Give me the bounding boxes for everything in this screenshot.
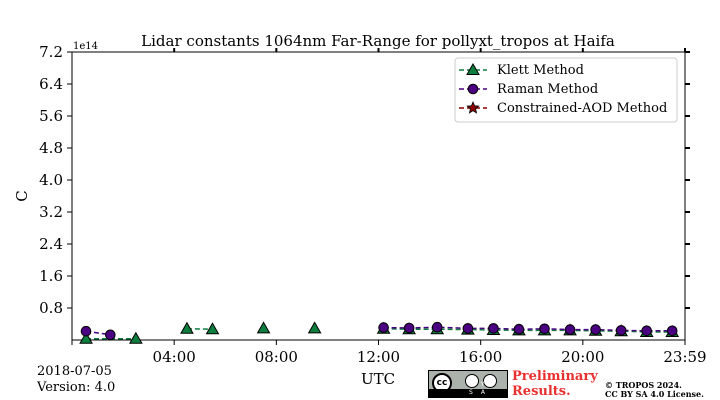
legend: Klett Method Raman Method Constrained-AOD … xyxy=(454,57,678,123)
legend-label: Constrained-AOD Method xyxy=(497,101,667,116)
data-point xyxy=(431,321,443,333)
data-point xyxy=(79,331,93,344)
x-axis-label: UTC xyxy=(361,370,395,388)
license-badge: cc BY SA xyxy=(428,370,508,398)
preliminary-line-2: Results. xyxy=(512,384,571,399)
legend-label: Raman Method xyxy=(497,82,598,97)
y-tick-label: 7.2 xyxy=(39,43,63,61)
copyright: © TROPOS 2024. CC BY SA 4.0 License. xyxy=(605,381,704,399)
data-point xyxy=(307,321,322,334)
date-label: 2018-07-05 xyxy=(37,364,112,379)
copyright-line-2: CC BY SA 4.0 License. xyxy=(605,389,704,399)
license-strip-text: BY SA xyxy=(469,381,494,396)
legend-marker xyxy=(467,83,479,95)
data-point xyxy=(539,323,550,335)
data-point xyxy=(462,323,474,334)
data-point xyxy=(590,324,601,335)
y-tick-label: 4.0 xyxy=(39,171,63,189)
sa-share-alike-icon xyxy=(483,374,497,388)
y-tick-label: 6.4 xyxy=(39,75,63,93)
x-tick-label: 23:59 xyxy=(663,348,706,366)
legend-label: Klett Method xyxy=(497,63,584,78)
data-point xyxy=(378,322,389,333)
data-point xyxy=(128,331,143,344)
y-tick-label: 1.6 xyxy=(39,267,63,285)
data-point xyxy=(641,325,652,337)
preliminary-notice: Preliminary Results. xyxy=(512,369,598,399)
y-tick-label: 2.4 xyxy=(39,235,63,253)
data-point xyxy=(488,323,499,334)
legend-marker xyxy=(466,62,480,75)
data-point xyxy=(180,321,194,334)
chart-title: Lidar constants 1064nm Far-Range for pol… xyxy=(141,32,615,50)
x-tick-label: 12:00 xyxy=(357,348,400,366)
legend-marker xyxy=(466,100,480,114)
data-point xyxy=(666,325,678,337)
data-point xyxy=(256,321,271,334)
y-tick-label: 0.8 xyxy=(39,299,63,317)
data-point xyxy=(513,323,525,335)
axes: 0.8 1.6 2.4 3.2 4.0 4.8 5.6 6.4 7.2 04:00 08:00 12:… xyxy=(39,43,706,366)
y-offset-label: 1e14 xyxy=(73,41,98,52)
data-point xyxy=(105,329,116,341)
data-point xyxy=(615,325,627,336)
version-label: Version: 4.0 xyxy=(37,380,116,395)
data-point xyxy=(205,322,220,335)
data-point xyxy=(564,324,576,335)
preliminary-line-1: Preliminary xyxy=(512,369,598,384)
y-tick-label: 5.6 xyxy=(39,107,63,125)
y-axis-label: C xyxy=(13,190,31,201)
x-tick-label: 08:00 xyxy=(255,348,298,366)
data-point xyxy=(403,322,415,334)
license-strip xyxy=(429,389,507,397)
x-tick-label: 04:00 xyxy=(153,348,196,366)
series-circle xyxy=(80,321,678,341)
legend-box xyxy=(454,57,678,123)
y-tick-label: 4.8 xyxy=(39,139,63,157)
series-layer xyxy=(79,321,680,344)
data-point xyxy=(80,325,92,337)
y-tick-label: 3.2 xyxy=(39,203,63,221)
x-tick-label: 16:00 xyxy=(459,348,502,366)
by-person-icon xyxy=(465,374,479,388)
x-tick-label: 20:00 xyxy=(561,348,604,366)
copyright-line-1: © TROPOS 2024. xyxy=(605,380,682,390)
